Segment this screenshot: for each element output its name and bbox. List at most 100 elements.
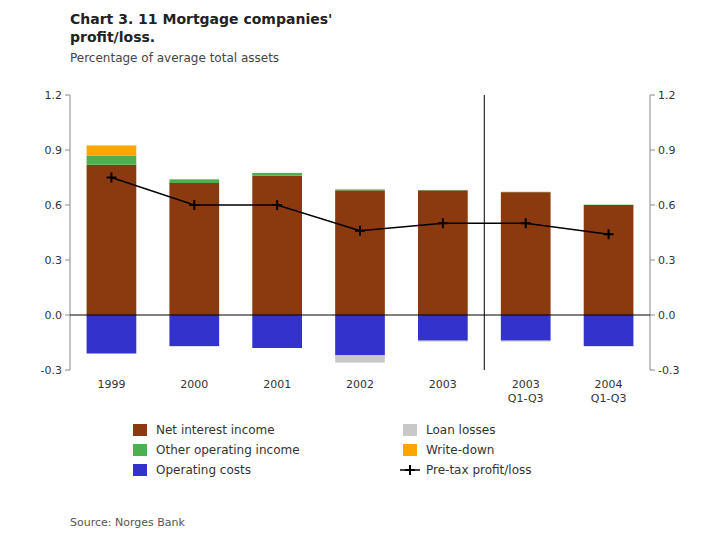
y-axis-line [70, 95, 71, 370]
chart: Chart 3. 11 Mortgage companies'profit/lo… [0, 0, 720, 540]
legend-label: Net interest income [156, 423, 275, 437]
bar [335, 190, 385, 315]
y-tick [65, 205, 70, 206]
bar [252, 176, 302, 315]
legend-label: Other operating income [156, 443, 300, 457]
bar [335, 315, 385, 355]
legend-label: Pre-tax profit/loss [426, 463, 532, 477]
x-tick-label: 2000 [180, 378, 208, 391]
bar [87, 145, 137, 155]
marker [604, 229, 614, 239]
bar [418, 189, 468, 190]
bar [169, 315, 219, 346]
marker [355, 226, 365, 236]
bar [87, 315, 137, 354]
legend-item: Operating costs [133, 463, 251, 477]
bar [501, 191, 551, 192]
bar [87, 156, 137, 165]
legend-item: Net interest income [133, 423, 275, 437]
y-tick [65, 95, 70, 96]
bar [87, 165, 137, 315]
y2-tick [650, 315, 655, 316]
marker [189, 200, 199, 210]
legend-label: Operating costs [156, 463, 251, 477]
bar [418, 189, 468, 190]
y2-tick [650, 260, 655, 261]
y-tick [65, 315, 70, 316]
legend-swatch [403, 424, 417, 436]
legend-swatch [403, 444, 417, 456]
x-tick-label: 2002 [346, 378, 374, 391]
legend-item: Pre-tax profit/loss [400, 463, 532, 477]
bar [501, 192, 551, 315]
x-tick-label: 2001 [263, 378, 291, 391]
bar [252, 172, 302, 173]
legend-item: Loan losses [403, 423, 495, 437]
bar [584, 315, 634, 346]
x-tick-label: 2004Q1-Q3 [591, 378, 627, 405]
y2-tick-label: 0.0 [658, 309, 676, 322]
y2-tick [650, 150, 655, 151]
y2-tick [650, 205, 655, 206]
plot-area [70, 95, 650, 370]
bar [252, 172, 302, 173]
y-tick [65, 150, 70, 151]
line-series [106, 173, 613, 240]
bar [335, 355, 385, 362]
legend-swatch [133, 444, 147, 456]
bar [169, 179, 219, 180]
bar [501, 340, 551, 342]
bar [169, 179, 219, 180]
legend-item: Other operating income [133, 443, 300, 457]
bar-series [87, 145, 137, 155]
separator-line [484, 95, 485, 370]
bar-series [335, 341, 550, 363]
y2-tick-label: -0.3 [658, 364, 679, 377]
zero-line [70, 315, 650, 316]
legend-marker [405, 465, 415, 475]
marker [438, 218, 448, 228]
y-tick-label: 0.9 [45, 144, 63, 157]
x-tick-label: 1999 [97, 378, 125, 391]
background [0, 0, 720, 540]
bar [252, 173, 302, 176]
bar [418, 340, 468, 342]
bar [501, 191, 551, 192]
axes: -0.30.00.30.60.91.2-0.30.00.30.60.91.219… [41, 89, 680, 405]
y-tick-label: 1.2 [45, 89, 63, 102]
x-tick-label: 2003Q1-Q3 [508, 378, 544, 405]
bar [335, 189, 385, 191]
y2-tick [650, 370, 655, 371]
legend-label: Write-down [426, 443, 494, 457]
y2-axis-line [650, 95, 651, 370]
y-tick-label: 0.6 [45, 199, 63, 212]
legend-label: Loan losses [426, 423, 495, 437]
y2-tick-label: 0.3 [658, 254, 676, 267]
bar [418, 315, 468, 341]
y-tick [65, 260, 70, 261]
bar [584, 204, 634, 205]
y-tick [65, 370, 70, 371]
x-tick-label: 2003 [429, 378, 457, 391]
bar [169, 179, 219, 183]
y-tick-label: 0.0 [45, 309, 63, 322]
legend-item: Write-down [403, 443, 494, 457]
bar [584, 204, 634, 205]
title: Chart 3. 11 Mortgage companies'profit/lo… [70, 11, 332, 45]
y2-tick-label: 1.2 [658, 89, 676, 102]
y2-tick-label: 0.9 [658, 144, 676, 157]
bar [584, 205, 634, 315]
legend: Net interest income Other operating incom… [133, 423, 532, 477]
bar-series [87, 315, 634, 355]
bar-series [87, 165, 634, 315]
source-note: Source: Norges Bank [70, 516, 186, 529]
bar-series [87, 156, 634, 206]
bar [501, 315, 551, 341]
title-group: Chart 3. 11 Mortgage companies'profit/lo… [70, 11, 332, 65]
y-tick-label: 0.3 [45, 254, 63, 267]
marker [272, 200, 282, 210]
bar [252, 315, 302, 348]
legend-swatch [133, 464, 147, 476]
bar [335, 189, 385, 190]
bar [418, 190, 468, 315]
